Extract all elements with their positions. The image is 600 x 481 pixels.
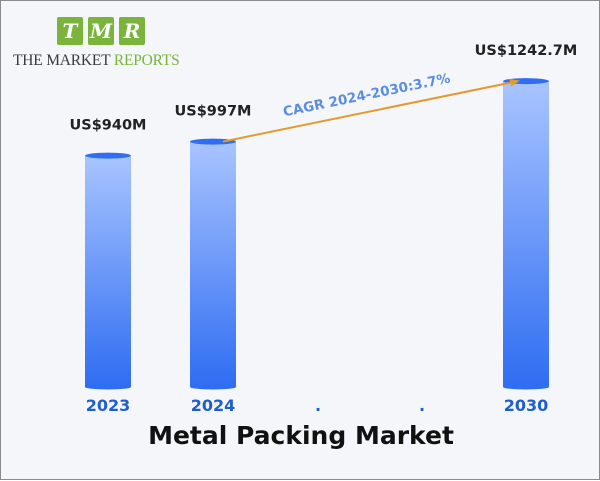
x-tick-label: 2024 — [191, 396, 236, 415]
bar-2023 — [85, 155, 131, 387]
logo-wordmark: THE MARKET REPORTS — [13, 52, 180, 70]
bar-2024 — [190, 141, 236, 387]
bar-base-2023 — [85, 384, 131, 390]
logo-tile-t: T — [57, 17, 83, 45]
logo-tile-r: R — [119, 17, 145, 45]
bar-base-2030 — [503, 384, 549, 390]
bar-2030 — [503, 81, 549, 387]
logo-tile-m: M — [88, 17, 114, 45]
cagr-arrow — [222, 78, 520, 143]
data-label: US$940M — [69, 118, 146, 134]
tmr-logo: T M R THE MARKET REPORTS — [11, 17, 191, 71]
x-tick-label: 2023 — [86, 396, 131, 415]
chart-title: Metal Packing Market — [148, 421, 454, 450]
data-label: US$997M — [174, 104, 251, 120]
x-tick-label: . — [315, 396, 321, 415]
x-tick-label: 2030 — [504, 396, 549, 415]
x-tick-label: . — [419, 396, 425, 415]
bar-base-2024 — [190, 384, 236, 390]
bar-cap-2024 — [190, 138, 236, 145]
bar-cap-2023 — [85, 152, 131, 159]
data-label: US$1242.7M — [475, 43, 578, 59]
logo-text-dark: THE MARKET — [13, 52, 114, 69]
logo-tiles: T M R — [57, 17, 145, 45]
logo-text-green: REPORTS — [113, 52, 180, 69]
